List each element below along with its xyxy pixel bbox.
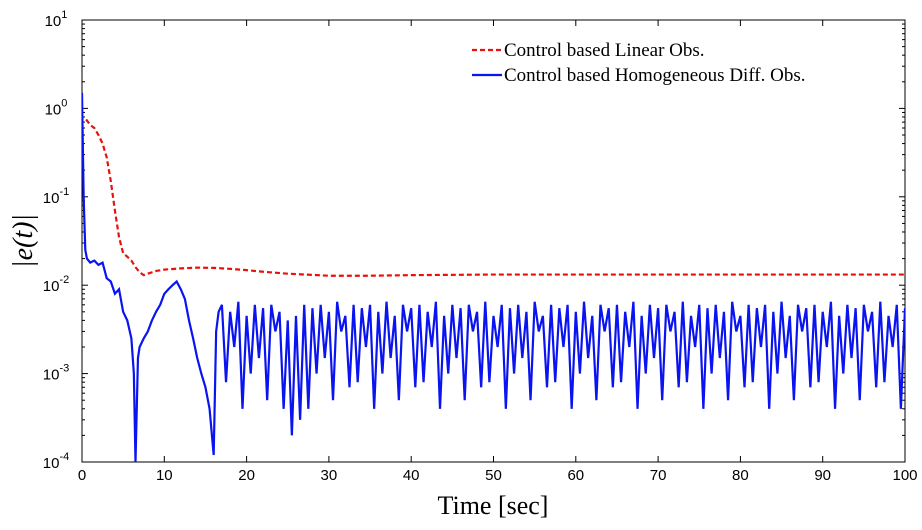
x-axis-label: Time [sec] xyxy=(438,491,549,520)
x-tick-label: 70 xyxy=(650,467,667,484)
y-tick-label: 100 xyxy=(45,97,68,118)
y-tick-base: 10 xyxy=(43,190,60,207)
y-tick-power: -4 xyxy=(59,451,69,463)
legend-label: Control based Homogeneous Diff. Obs. xyxy=(504,65,806,86)
plot-frame xyxy=(81,19,906,463)
y-tick-label: 10-1 xyxy=(43,186,69,207)
y-tick-label: 10-4 xyxy=(43,451,69,472)
x-tick-label: 40 xyxy=(403,467,420,484)
legend-label: Control based Linear Obs. xyxy=(504,40,705,61)
x-tick-label: 50 xyxy=(485,467,502,484)
y-tick-power: -2 xyxy=(59,274,69,286)
y-tick-power: 1 xyxy=(61,9,67,21)
y-tick-label: 101 xyxy=(45,9,68,30)
x-tick-label: 0 xyxy=(78,467,86,484)
y-tick-label: 10-2 xyxy=(43,274,69,295)
y-tick-base: 10 xyxy=(43,278,60,295)
y-axis-label: |e(t)| xyxy=(8,214,39,268)
y-tick-label: 10-3 xyxy=(43,363,69,384)
y-tick-base: 10 xyxy=(45,13,62,30)
x-tick-label: 10 xyxy=(156,467,173,484)
y-tick-power: -1 xyxy=(59,186,69,198)
x-tick-label: 20 xyxy=(238,467,255,484)
x-tick-label: 80 xyxy=(732,467,749,484)
y-tick-base: 10 xyxy=(43,367,60,384)
y-tick-base: 10 xyxy=(45,101,62,118)
series-line xyxy=(82,92,905,462)
y-tick-power: -3 xyxy=(59,363,69,375)
y-tick-power: 0 xyxy=(61,97,67,109)
y-tick-base: 10 xyxy=(43,455,60,472)
x-tick-label: 90 xyxy=(814,467,831,484)
x-tick-label: 100 xyxy=(892,467,917,484)
series-line xyxy=(85,118,905,277)
x-tick-label: 30 xyxy=(321,467,338,484)
x-tick-label: 60 xyxy=(567,467,584,484)
